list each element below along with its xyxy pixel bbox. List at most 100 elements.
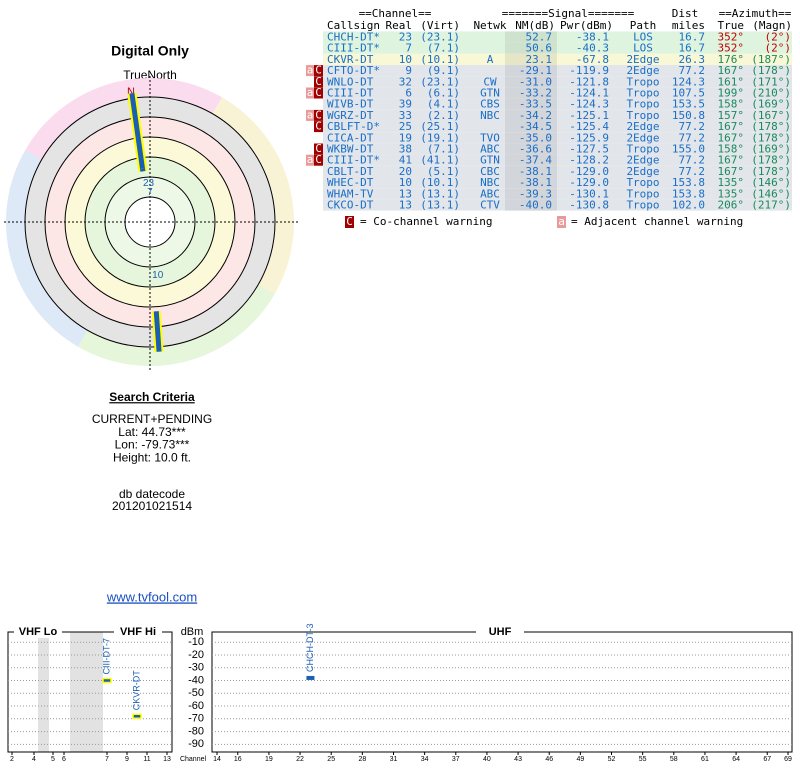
table-row bbox=[323, 42, 792, 54]
co-warning-text: C bbox=[315, 120, 322, 133]
x-tick-label: 19 bbox=[265, 756, 273, 763]
table-cell: 13 bbox=[399, 199, 412, 212]
table-cell: 124.3 bbox=[672, 75, 705, 88]
site-link[interactable]: www.tvfool.com bbox=[106, 589, 197, 604]
table-row bbox=[323, 121, 792, 133]
table-cell: -38.1 bbox=[519, 176, 552, 189]
nm-column-shade bbox=[505, 154, 557, 166]
table-cell: -29.1 bbox=[519, 64, 552, 77]
table-cell: 153.8 bbox=[672, 176, 705, 189]
table-row bbox=[323, 143, 792, 155]
table-cell: 176° bbox=[718, 53, 745, 66]
vhf-panel bbox=[7, 631, 173, 753]
x-tick-label: 28 bbox=[358, 756, 366, 763]
adj-legend-icon bbox=[557, 216, 566, 228]
signal-marker bbox=[102, 677, 112, 684]
table-cell: 158° bbox=[718, 143, 745, 156]
nm-column-shade bbox=[505, 53, 557, 65]
table-cell: 352° bbox=[718, 42, 745, 55]
band-gap bbox=[38, 632, 49, 752]
north-mark: N bbox=[127, 86, 135, 98]
table-cell: (10.1) bbox=[420, 176, 460, 189]
table-column-header: (Magn) bbox=[752, 19, 792, 32]
table-cell: 38 bbox=[399, 143, 412, 156]
table-cell: 2Edge bbox=[626, 165, 659, 178]
x-tick-label: 6 bbox=[62, 756, 66, 763]
table-row bbox=[323, 53, 792, 65]
table-cell: -130.1 bbox=[569, 187, 609, 200]
table-cell: -121.8 bbox=[569, 75, 609, 88]
table-cell: 206° bbox=[718, 199, 745, 212]
signal-marker-label: CKVR-DT bbox=[131, 670, 141, 711]
table-cell: 52.7 bbox=[526, 31, 553, 44]
table-cell: 9 bbox=[405, 64, 412, 77]
co-warning-text: C bbox=[315, 75, 322, 88]
table-cell: (146°) bbox=[751, 187, 791, 200]
table-cell: CFTO-DT* bbox=[327, 64, 380, 77]
polar-title: Digital Only bbox=[111, 43, 189, 59]
datecode-label: db datecode bbox=[119, 487, 185, 501]
table-cell: -124.1 bbox=[569, 87, 609, 100]
table-group-header: ==Channel== bbox=[359, 7, 432, 20]
table-cell: LOS bbox=[633, 42, 653, 55]
table-cell: (178°) bbox=[751, 120, 791, 133]
table-cell: 16.7 bbox=[679, 42, 706, 55]
x-tick-label: 7 bbox=[105, 756, 109, 763]
table-cell: Tropo bbox=[626, 98, 659, 111]
table-column-header: Netwk bbox=[473, 19, 506, 32]
uhf-panel bbox=[211, 631, 793, 753]
table-cell: -38.1 bbox=[519, 165, 552, 178]
table-row bbox=[323, 188, 792, 200]
table-group-header: ==Azimuth== bbox=[719, 7, 792, 20]
table-cell: CIII-DT bbox=[327, 87, 374, 100]
table-cell: 77.2 bbox=[679, 64, 706, 77]
table-cell: WNLO-DT bbox=[327, 75, 374, 88]
table-cell: 2Edge bbox=[626, 120, 659, 133]
x-tick-label: 2 bbox=[10, 756, 14, 763]
table-cell: 20 bbox=[399, 165, 412, 178]
table-cell: (7.1) bbox=[427, 42, 460, 55]
table-cell: (6.1) bbox=[427, 87, 460, 100]
table-cell: NBC bbox=[480, 109, 500, 122]
co-warning-icon bbox=[314, 65, 323, 77]
table-cell: GTN bbox=[480, 87, 500, 100]
table-cell: -34.5 bbox=[519, 120, 552, 133]
table-cell: -129.0 bbox=[569, 165, 609, 178]
table-cell: 107.5 bbox=[672, 87, 705, 100]
x-tick-label: 34 bbox=[421, 756, 429, 763]
signal-marker bbox=[306, 675, 315, 680]
table-cell: CICA-DT bbox=[327, 131, 374, 144]
table-cell: 157° bbox=[718, 109, 745, 122]
table-cell: Tropo bbox=[626, 87, 659, 100]
table-cell: Tropo bbox=[626, 75, 659, 88]
table-cell: NBC bbox=[480, 176, 500, 189]
table-cell: ABC bbox=[480, 187, 500, 200]
table-cell: 23.1 bbox=[526, 53, 553, 66]
y-tick-label: -10 bbox=[188, 636, 204, 648]
nm-column-shade bbox=[505, 121, 557, 133]
y-axis-label: dBm bbox=[181, 626, 204, 638]
y-tick-label: -70 bbox=[188, 713, 204, 725]
table-column-header: NM(dB) bbox=[515, 19, 555, 32]
nm-column-shade bbox=[505, 177, 557, 189]
table-cell: CBLT-DT bbox=[327, 165, 374, 178]
table-cell: -37.4 bbox=[519, 154, 552, 167]
table-cell: (23.1) bbox=[420, 31, 460, 44]
table-row bbox=[323, 165, 792, 177]
beam-label: 10 bbox=[152, 270, 164, 281]
co-warning-icon bbox=[314, 121, 323, 133]
x-tick-label: 22 bbox=[296, 756, 304, 763]
table-cell: -31.0 bbox=[519, 75, 552, 88]
section-label-bg bbox=[14, 626, 62, 638]
x-tick-label: 5 bbox=[51, 756, 55, 763]
y-tick-label: -40 bbox=[188, 674, 204, 686]
x-tick-label: 61 bbox=[701, 756, 709, 763]
table-cell: 167° bbox=[718, 64, 745, 77]
table-cell: 23 bbox=[399, 31, 412, 44]
table-row bbox=[323, 65, 792, 77]
table-column-header: True bbox=[718, 19, 745, 32]
table-cell: 50.6 bbox=[526, 42, 553, 55]
table-cell: -40.3 bbox=[576, 42, 609, 55]
nm-column-shade bbox=[505, 132, 557, 144]
table-column-header: (Virt) bbox=[420, 19, 460, 32]
